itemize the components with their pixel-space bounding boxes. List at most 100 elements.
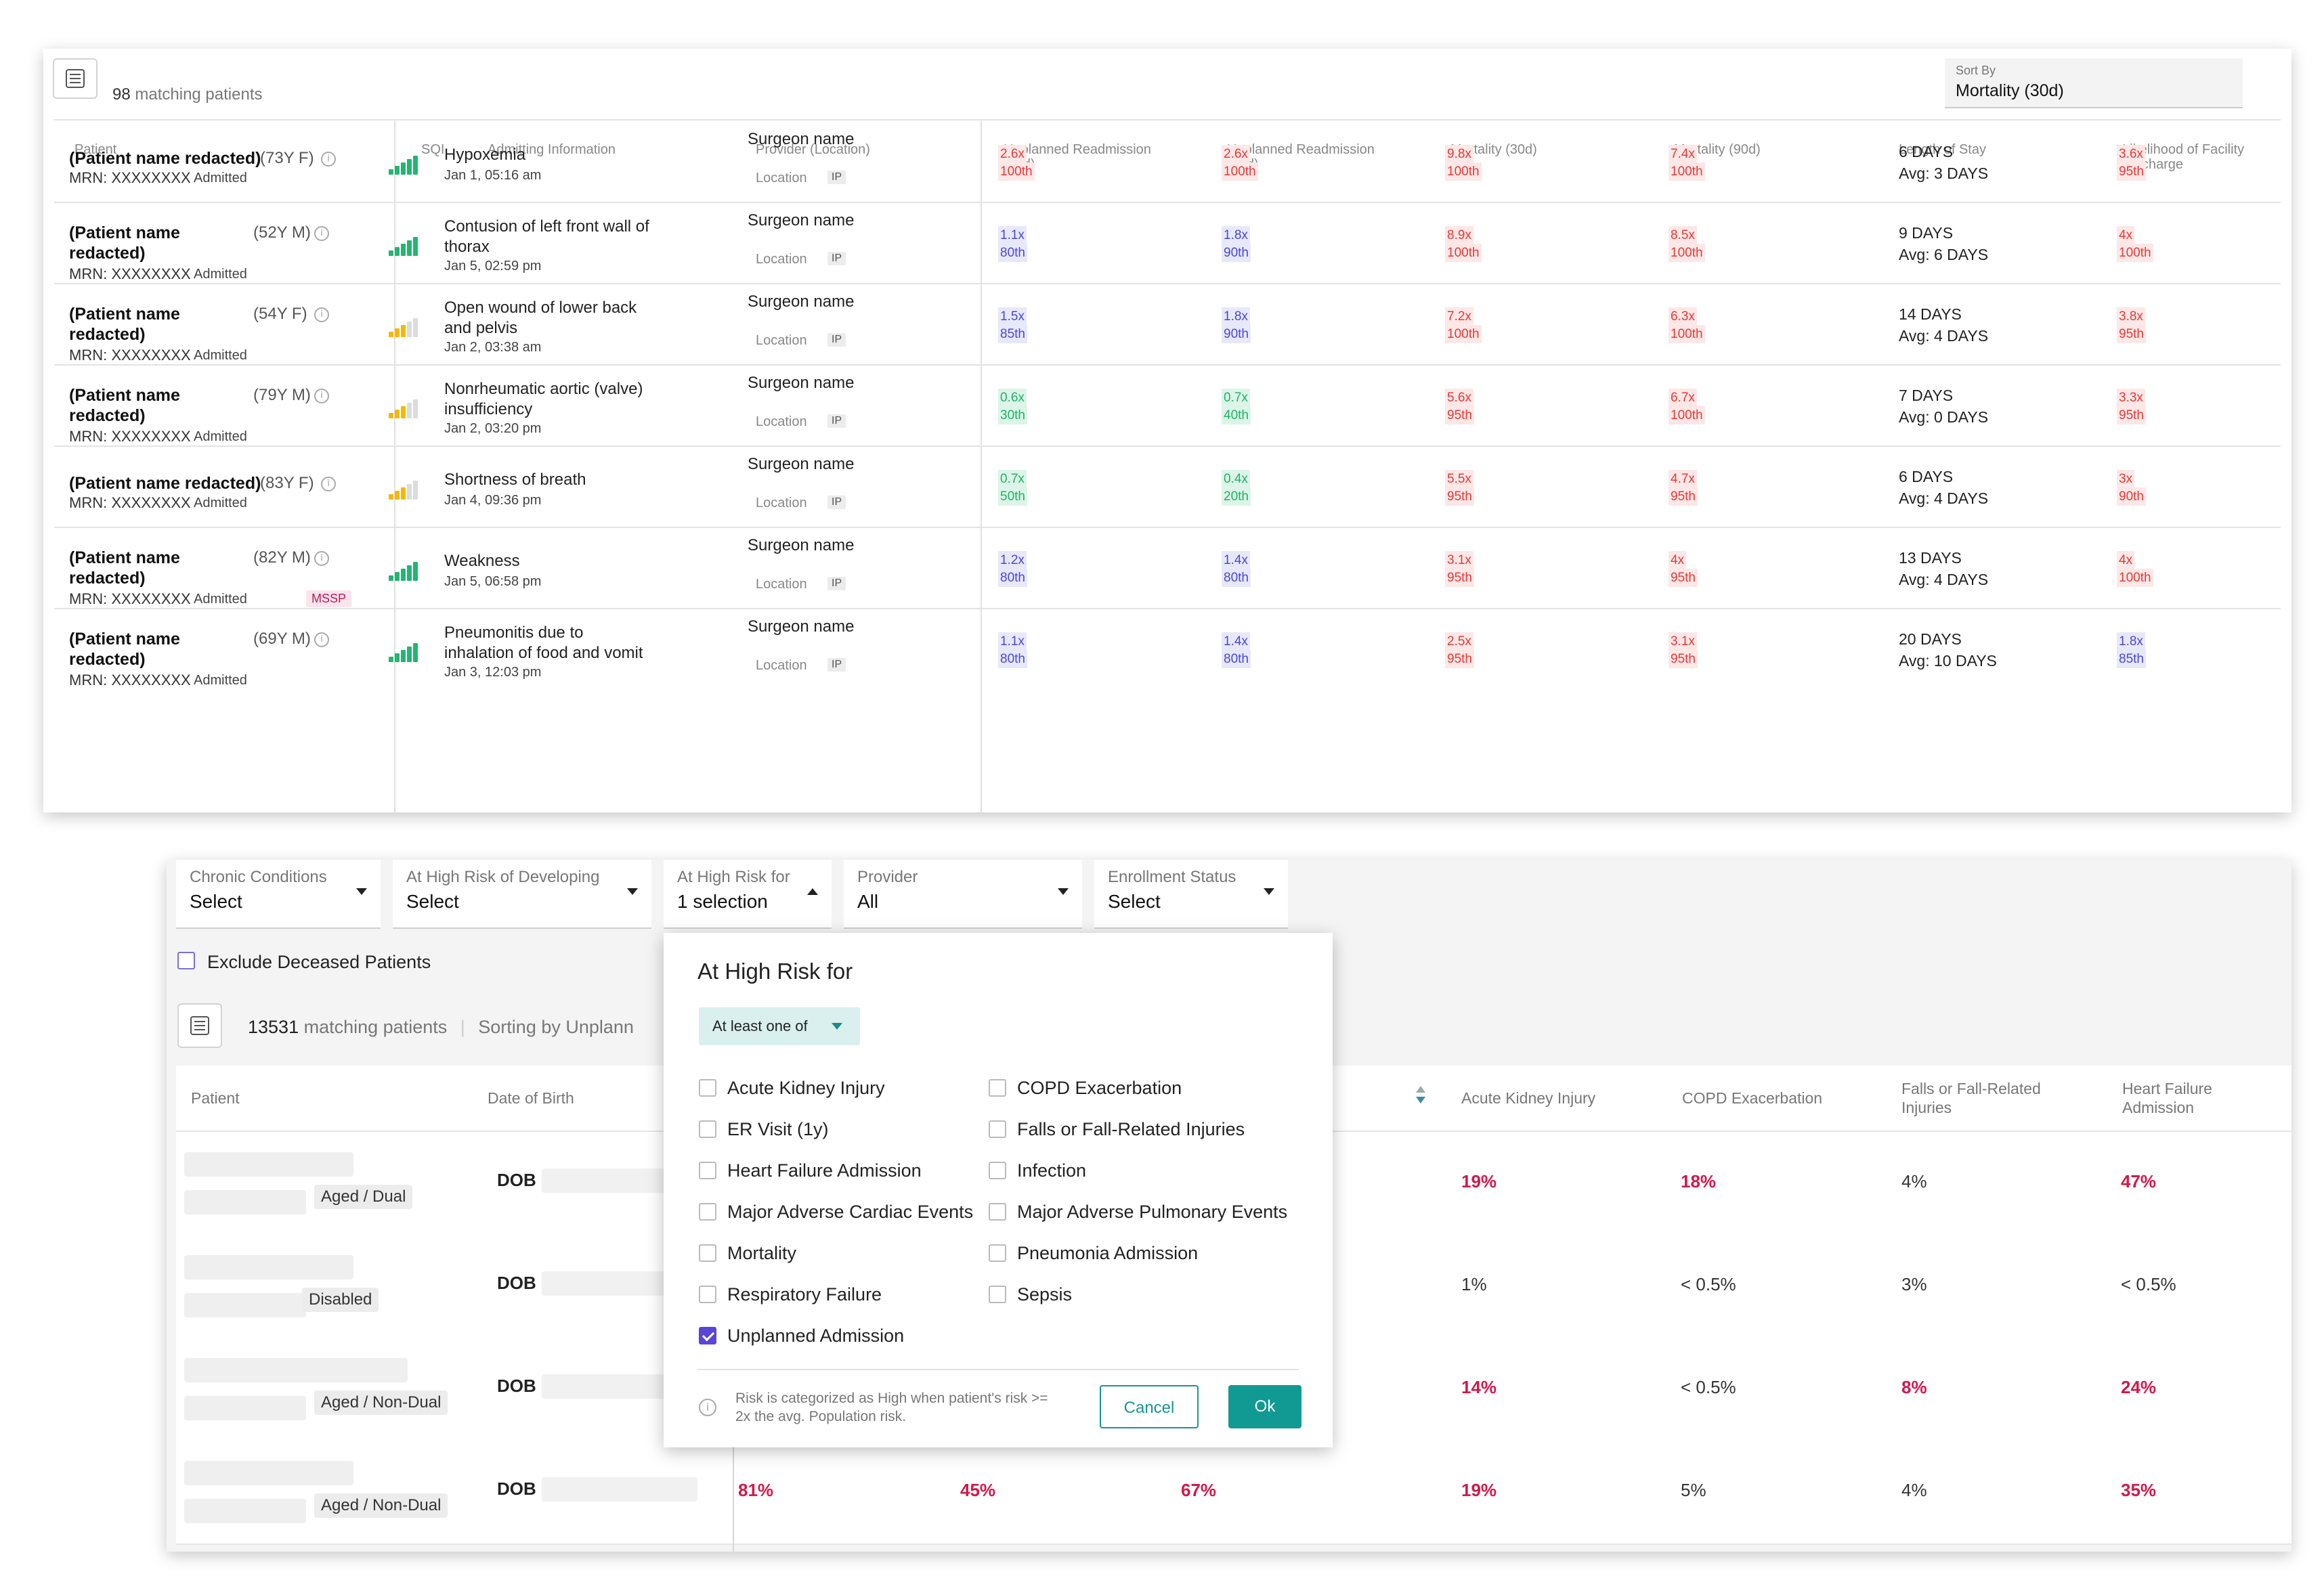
patient-name-line2[interactable]: redacted) — [69, 244, 146, 263]
enrollment-tag: Aged / Non-Dual — [314, 1493, 448, 1518]
cancel-button[interactable]: Cancel — [1100, 1385, 1199, 1428]
admission-date: Jan 1, 05:16 am — [444, 168, 542, 183]
sqi-bar — [395, 328, 400, 337]
risk-option-checkbox[interactable] — [699, 1203, 716, 1221]
table-row[interactable]: Aged / Non-Dual DOB 81% 45% 67% 19% 5% 4% 35% — [176, 1441, 2291, 1545]
risk-option-label[interactable]: Heart Failure Admission — [727, 1160, 922, 1181]
metric-m30-percentile: 100th — [1445, 325, 1482, 343]
risk-option-checkbox[interactable] — [989, 1244, 1006, 1262]
patient-name[interactable]: (Patient name redacted) — [69, 149, 261, 168]
sort-by-select[interactable]: Sort By Mortality (30d) — [1945, 58, 2243, 108]
surgeon-name[interactable]: Surgeon name — [748, 292, 855, 311]
surgeon-name[interactable]: Surgeon name — [748, 211, 855, 229]
risk-option-label[interactable]: Pneumonia Admission — [1017, 1243, 1199, 1263]
surgeon-name[interactable]: Surgeon name — [748, 617, 855, 636]
risk-option-label[interactable]: COPD Exacerbation — [1017, 1078, 1182, 1098]
ip-badge: IP — [827, 577, 846, 590]
metric-lfd-percentile: 95th — [2117, 325, 2146, 343]
risk-option-checkbox[interactable] — [989, 1162, 1006, 1179]
risk-option-checkbox[interactable] — [989, 1203, 1006, 1221]
metric-ur30-percentile: 30th — [998, 406, 1027, 424]
filter-value: Select — [406, 891, 459, 912]
patient-age-sex: (54Y F) — [253, 305, 307, 323]
filter-enrollment-status[interactable]: Enrollment Status Select — [1094, 860, 1288, 929]
admission-status: Admitted — [194, 429, 247, 444]
info-icon[interactable]: i — [321, 152, 336, 167]
patient-name[interactable]: (Patient name — [69, 223, 180, 242]
filter-value: All — [857, 891, 879, 912]
surgeon-name[interactable]: Surgeon name — [748, 455, 855, 473]
mrn: MRN: XXXXXXXX — [69, 428, 191, 445]
length-of-stay-avg: Avg: 4 DAYS — [1899, 327, 1989, 345]
patient-name-line2[interactable]: redacted) — [69, 569, 146, 588]
exclude-deceased-checkbox[interactable] — [177, 952, 195, 969]
patient-name-line2[interactable]: redacted) — [69, 325, 146, 344]
info-icon[interactable]: i — [314, 632, 329, 647]
col-header-lfd-line1: Likelihood of Facility — [2122, 142, 2245, 157]
risk-option-checkbox[interactable] — [989, 1079, 1006, 1097]
patient-name[interactable]: (Patient name — [69, 305, 180, 324]
metric-ur30-percentile: 85th — [998, 325, 1027, 343]
list-settings-icon — [66, 69, 85, 88]
risk-option-checkbox[interactable] — [699, 1286, 716, 1303]
surgeon-name[interactable]: Surgeon name — [748, 130, 855, 148]
admission-date: Jan 2, 03:20 pm — [444, 421, 542, 436]
risk-option-label[interactable]: Infection — [1017, 1160, 1087, 1181]
sort-arrows-icon[interactable] — [1414, 1083, 1427, 1106]
risk-option-label[interactable]: ER Visit (1y) — [727, 1119, 829, 1139]
risk-option-checkbox[interactable] — [989, 1120, 1006, 1138]
column-settings-button[interactable] — [177, 1003, 222, 1048]
patient-name-line2[interactable]: redacted) — [69, 650, 146, 669]
mrn: MRN: XXXXXXXX — [69, 672, 191, 688]
patient-name[interactable]: (Patient name — [69, 630, 180, 649]
ok-button[interactable]: Ok — [1228, 1385, 1301, 1428]
info-icon[interactable]: i — [314, 389, 329, 403]
risk-option-label[interactable]: Major Adverse Pulmonary Events — [1017, 1202, 1288, 1222]
risk-option-label[interactable]: Unplanned Admission — [727, 1326, 905, 1346]
filter-provider[interactable]: Provider All — [844, 860, 1082, 929]
risk-option-checkbox[interactable] — [699, 1120, 716, 1138]
risk-option-label[interactable]: Sepsis — [1017, 1284, 1073, 1305]
risk-option-label[interactable]: Major Adverse Cardiac Events — [727, 1202, 974, 1222]
admission-date: Jan 5, 06:58 pm — [444, 574, 542, 589]
patient-name[interactable]: (Patient name redacted) — [69, 474, 261, 493]
risk-value-falls: 4% — [1901, 1171, 1927, 1191]
patient-name[interactable]: (Patient name — [69, 548, 180, 567]
risk-option-checkbox[interactable] — [699, 1162, 716, 1179]
match-mode-select[interactable]: At least one of — [699, 1007, 860, 1045]
risk-option-label[interactable]: Falls or Fall-Related Injuries — [1017, 1119, 1245, 1139]
filter-high-risk-developing[interactable]: At High Risk of Developing Select — [393, 860, 651, 929]
surgeon-name[interactable]: Surgeon name — [748, 536, 855, 554]
sqi-bar — [395, 572, 400, 581]
metric-ur30-percentile: 80th — [998, 650, 1027, 668]
patient-name-line2[interactable]: redacted) — [69, 406, 146, 425]
column-settings-button[interactable] — [53, 58, 98, 99]
metric-m90-percentile: 100th — [1669, 244, 1705, 262]
matching-count: 13531 — [248, 1017, 299, 1037]
risk-option-checkbox[interactable] — [699, 1327, 716, 1344]
info-icon[interactable]: i — [314, 226, 329, 241]
surgeon-name[interactable]: Surgeon name — [748, 374, 855, 392]
info-icon[interactable]: i — [314, 307, 329, 322]
risk-option-label[interactable]: Respiratory Failure — [727, 1284, 882, 1305]
admission-status: Admitted — [194, 496, 247, 510]
risk-option-checkbox[interactable] — [989, 1286, 1006, 1303]
risk-option-checkbox[interactable] — [699, 1079, 716, 1097]
risk-option-label[interactable]: Mortality — [727, 1243, 797, 1263]
filter-high-risk-for[interactable]: At High Risk for 1 selection — [664, 860, 832, 929]
risk-option-label[interactable]: Acute Kidney Injury — [727, 1078, 885, 1098]
patient-name[interactable]: (Patient name — [69, 386, 180, 405]
match-mode-value: At least one of — [712, 1017, 808, 1034]
risk-value-hf: < 0.5% — [2121, 1274, 2176, 1294]
info-icon[interactable]: i — [314, 551, 329, 566]
metric-ur90-ratio: 1.8x — [1222, 226, 1250, 244]
metric-lfd-ratio: 3.3x — [2117, 389, 2145, 407]
metric-m90-ratio: 4.7x — [1669, 470, 1697, 488]
metric-lfd-percentile: 95th — [2117, 406, 2146, 424]
col-header-falls-line1: Falls or Fall-Related — [1901, 1080, 2041, 1097]
risk-value-hf: 35% — [2121, 1480, 2157, 1500]
filter-chronic-conditions[interactable]: Chronic Conditions Select — [176, 860, 381, 929]
info-icon[interactable]: i — [321, 477, 336, 491]
metric-ur90-percentile: 90th — [1222, 244, 1251, 262]
risk-option-checkbox[interactable] — [699, 1244, 716, 1262]
